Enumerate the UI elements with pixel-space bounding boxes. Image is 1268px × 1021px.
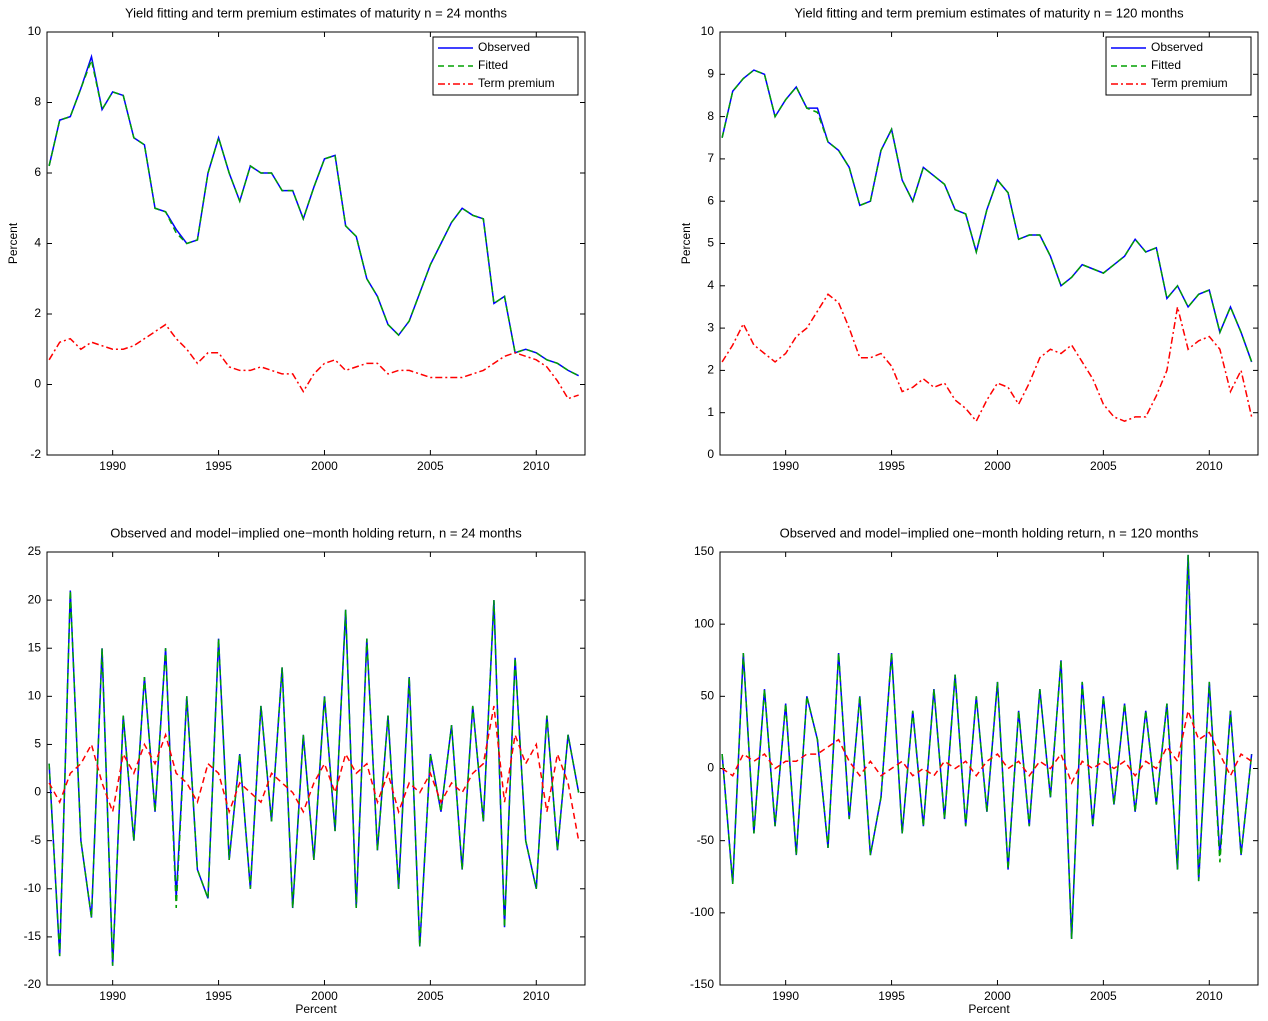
legend-box bbox=[1105, 36, 1252, 96]
x-tick-label: 1990 bbox=[772, 459, 799, 473]
y-tick-label: 0 bbox=[34, 377, 41, 391]
legend-label: Term premium bbox=[1151, 76, 1228, 90]
y-tick-label: 0 bbox=[707, 447, 714, 461]
y-tick-label: 5 bbox=[34, 737, 41, 751]
series-line bbox=[721, 69, 1253, 363]
y-tick-label: 150 bbox=[694, 544, 714, 558]
y-tick-label: 0 bbox=[34, 785, 41, 799]
subplot: Yield fitting and term premium estimates… bbox=[6, 5, 586, 473]
y-tick-label: 20 bbox=[28, 592, 42, 606]
y-tick-label: 100 bbox=[694, 616, 714, 630]
x-tick-label: 1990 bbox=[99, 459, 126, 473]
y-tick-label: -15 bbox=[24, 929, 42, 943]
series-line bbox=[48, 53, 579, 377]
chart-title: Observed and model−implied one−month hol… bbox=[780, 525, 1199, 540]
y-tick-label: -100 bbox=[690, 905, 714, 919]
chart-title: Yield fitting and term premium estimates… bbox=[125, 5, 508, 20]
series-line bbox=[48, 705, 580, 841]
axes-frame bbox=[719, 551, 1259, 986]
x-tick-label: 2005 bbox=[417, 459, 444, 473]
x-axis-label: Percent bbox=[295, 1002, 337, 1016]
plot-area bbox=[720, 552, 1258, 985]
x-tick-label: 1990 bbox=[99, 989, 126, 1003]
y-axis-label: Percent bbox=[679, 222, 693, 264]
x-tick-label: 2000 bbox=[984, 989, 1011, 1003]
axes-frame bbox=[719, 31, 1259, 456]
legend-box bbox=[432, 36, 579, 96]
axes-frame bbox=[46, 31, 586, 456]
x-tick-label: 2005 bbox=[417, 989, 444, 1003]
y-tick-label: -10 bbox=[24, 881, 42, 895]
axes-frame bbox=[46, 551, 586, 986]
y-tick-label: 2 bbox=[34, 306, 41, 320]
y-tick-label: 25 bbox=[28, 544, 42, 558]
legend-label: Observed bbox=[478, 40, 530, 54]
x-tick-label: 2000 bbox=[311, 989, 338, 1003]
y-tick-label: 5 bbox=[707, 236, 714, 250]
subplot: Observed and model−implied one−month hol… bbox=[690, 525, 1259, 1016]
y-tick-label: 4 bbox=[34, 236, 41, 250]
y-tick-label: 1 bbox=[707, 405, 714, 419]
y-tick-label: 8 bbox=[707, 109, 714, 123]
y-tick-label: 2 bbox=[707, 363, 714, 377]
series-line bbox=[721, 708, 1253, 785]
legend-label: Term premium bbox=[478, 76, 555, 90]
series-line bbox=[48, 590, 580, 966]
x-tick-label: 2000 bbox=[984, 459, 1011, 473]
x-tick-label: 1990 bbox=[772, 989, 799, 1003]
legend: Observed Fitted Term premium bbox=[1105, 36, 1252, 96]
y-tick-label: 4 bbox=[707, 278, 714, 292]
x-tick-label: 2005 bbox=[1090, 459, 1117, 473]
y-tick-label: 15 bbox=[28, 640, 42, 654]
x-tick-label: 2010 bbox=[1196, 459, 1223, 473]
subplot: Observed and model−implied one−month hol… bbox=[24, 525, 586, 1016]
chart-title: Yield fitting and term premium estimates… bbox=[794, 5, 1184, 20]
y-tick-label: 3 bbox=[707, 320, 714, 334]
legend-label: Fitted bbox=[1151, 58, 1181, 72]
x-tick-label: 1995 bbox=[205, 459, 232, 473]
y-tick-label: -5 bbox=[30, 833, 41, 847]
y-tick-label: 6 bbox=[34, 165, 41, 179]
y-tick-label: -2 bbox=[30, 447, 41, 461]
x-tick-label: 1995 bbox=[878, 459, 905, 473]
y-tick-label: 10 bbox=[28, 24, 42, 38]
plot-area bbox=[720, 32, 1258, 455]
y-tick-label: 10 bbox=[28, 689, 42, 703]
x-tick-label: 1995 bbox=[878, 989, 905, 1003]
y-tick-label: -20 bbox=[24, 977, 42, 991]
series-line bbox=[48, 323, 579, 400]
x-tick-label: 2010 bbox=[1196, 989, 1223, 1003]
x-tick-label: 2000 bbox=[311, 459, 338, 473]
y-tick-label: 7 bbox=[707, 151, 714, 165]
y-axis-label: Percent bbox=[6, 222, 20, 264]
legend-label: Fitted bbox=[478, 58, 508, 72]
y-tick-label: 9 bbox=[707, 66, 714, 80]
series-line bbox=[721, 554, 1253, 939]
x-tick-label: 1995 bbox=[205, 989, 232, 1003]
y-tick-label: 8 bbox=[34, 95, 41, 109]
x-tick-label: 2010 bbox=[523, 989, 550, 1003]
x-tick-label: 2005 bbox=[1090, 989, 1117, 1003]
y-tick-label: -150 bbox=[690, 977, 714, 991]
legend-label: Observed bbox=[1151, 40, 1203, 54]
y-tick-label: 0 bbox=[707, 761, 714, 775]
chart-title: Observed and model−implied one−month hol… bbox=[110, 525, 522, 540]
x-axis-label: Percent bbox=[968, 1002, 1010, 1016]
y-tick-label: -50 bbox=[697, 833, 715, 847]
y-tick-label: 10 bbox=[701, 24, 715, 38]
legend: Observed Fitted Term premium bbox=[432, 36, 579, 96]
subplot: Yield fitting and term premium estimates… bbox=[679, 5, 1259, 473]
x-tick-label: 2010 bbox=[523, 459, 550, 473]
plot-area bbox=[47, 32, 585, 455]
y-tick-label: 50 bbox=[701, 689, 715, 703]
y-tick-label: 6 bbox=[707, 193, 714, 207]
